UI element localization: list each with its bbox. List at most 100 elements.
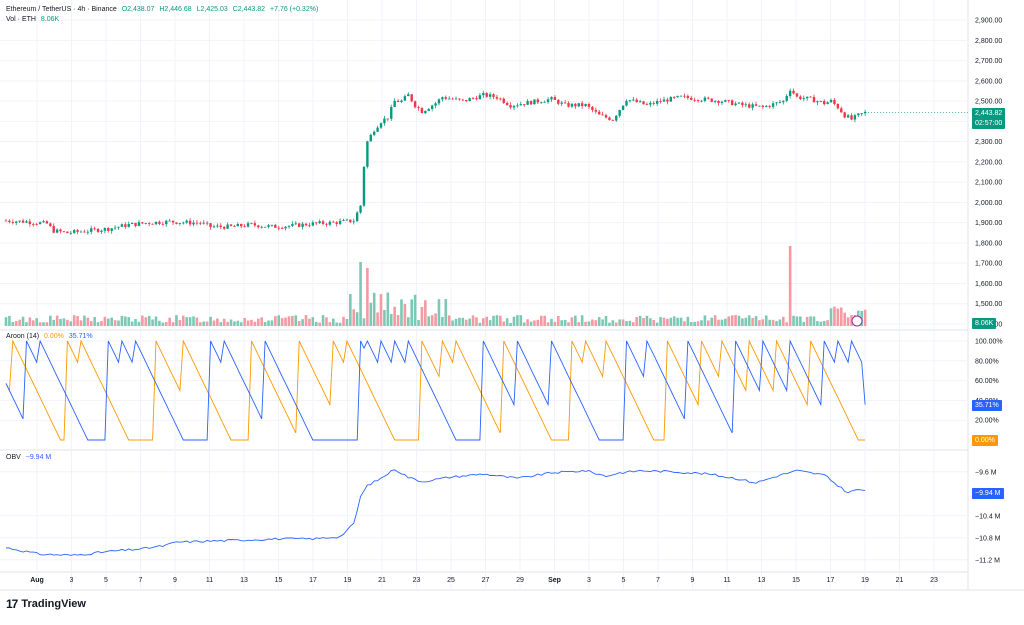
candle-body [233,225,236,227]
candle-body [509,104,512,108]
candle-body [666,99,669,102]
candle-body [768,105,771,107]
volume-bar [846,317,850,326]
volume-bar [594,320,598,326]
candle-body [134,222,137,226]
volume-bar [120,315,124,326]
volume-bar [263,322,267,326]
volume-bar [83,315,86,326]
candle-body [192,222,195,225]
volume-bar [567,322,570,326]
volume-bar [369,302,373,326]
volume-bar [577,322,581,326]
candle-body [250,223,253,225]
candle-body [823,101,826,105]
candle-body [287,225,291,227]
candle-body [366,141,369,167]
candle-body [280,228,284,229]
candle-body [748,104,751,108]
candle-body [407,94,410,97]
time-tick-label: 5 [104,577,108,584]
candle-body [584,104,587,107]
volume-bar [216,318,219,326]
candle-body [66,231,69,234]
volume-bar [788,246,792,326]
volume-bar [512,316,516,326]
volume-bar [805,316,809,326]
volume-bar [246,320,250,326]
candle-body [669,96,673,102]
candle-body [523,104,526,105]
volume-bar [642,317,645,326]
candle-body [638,101,642,103]
volume-bar [826,320,829,326]
candle-body [168,220,171,222]
candle-body [257,225,260,228]
volume-bar [59,318,62,326]
candle-body [376,127,379,132]
volume-bar [253,321,257,326]
time-tick-label: Sep [548,577,561,584]
volume-bar [604,315,608,326]
volume-legend: Vol · ETH 8.06K [6,16,62,23]
volume-bar [209,316,212,326]
volume-bar [809,316,812,326]
volume-bar [181,315,185,326]
tv-logo-icon: 17 [6,597,18,611]
volume-bar [758,320,761,326]
volume-bar [478,322,482,326]
volume-bar [529,321,533,326]
volume-bar [768,319,771,326]
candle-body [335,222,338,224]
price-tick-label: 2,100.00 [975,180,1002,187]
candle-body [846,115,850,118]
candle-body [737,102,741,104]
replay-icon [851,315,863,327]
volume-bar [202,321,206,326]
candle-body [850,115,853,120]
time-tick-label: 3 [587,577,591,584]
candle-body [321,221,325,224]
volume-bar [495,315,499,326]
candle-body [120,224,124,227]
volume-bar [751,317,754,326]
candle-body [857,113,860,116]
candle-body [369,134,372,142]
volume-bar [342,316,345,326]
candle-body [113,227,117,229]
volume-bar [158,320,161,326]
volume-value: 8.06K [40,16,60,23]
volume-bar [403,303,407,326]
candle-body [536,99,540,103]
volume-bar [79,320,83,326]
candle-body [379,123,383,128]
volume-bar [185,317,188,326]
volume-bar [761,319,765,326]
candle-body [236,224,240,227]
candle-body [492,94,495,97]
volume-bar [243,318,246,326]
volume-bar [21,316,25,326]
candle-body [137,222,141,226]
volume-bar [553,321,557,326]
volume-bar [720,319,724,326]
candle-body [154,221,158,225]
volume-bar [366,268,369,326]
candle-body [158,221,161,224]
volume-bar [284,317,287,326]
candle-body [679,95,683,97]
volume-bar [679,317,683,326]
volume-bar [802,321,806,326]
candle-body [788,90,792,96]
candle-body [628,100,632,101]
price-tick-label: 2,600.00 [975,78,1002,85]
volume-bar [536,319,540,326]
time-tick-label: 7 [139,577,143,584]
candle-body [659,101,662,102]
volume-bar [192,316,195,326]
volume-bar [76,316,79,326]
candle-body [25,221,28,223]
candle-body [185,220,188,223]
countdown-tag: 02:57:00 [972,118,1006,129]
